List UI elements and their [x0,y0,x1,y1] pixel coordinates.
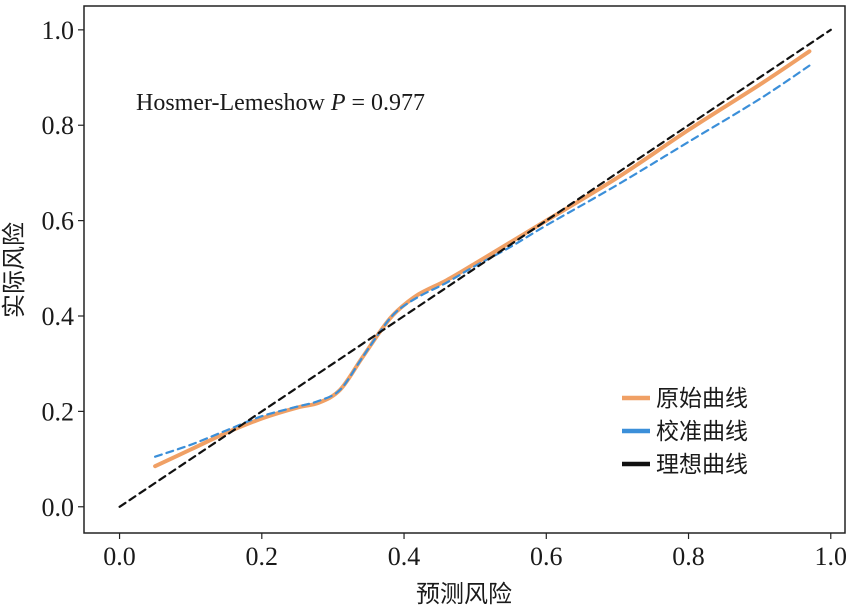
annotation-p-value: = 0.977 [345,90,425,116]
y-axis: 0.0 0.2 0.4 0.6 0.8 1.0 [42,16,84,522]
x-axis: 0.0 0.2 0.4 0.6 0.8 1.0 [103,533,847,571]
legend-label: 原始曲线 [656,386,748,412]
x-tick-label: 0.4 [388,542,421,571]
y-axis-title: 实际风险 [0,222,28,318]
legend-label: 理想曲线 [656,452,748,478]
plot-frame [83,5,846,534]
series-layer [118,28,832,508]
annotation-p-symbol: P [330,90,346,116]
x-tick-label: 0.8 [672,542,705,571]
y-tick-label: 0.2 [42,397,75,426]
y-tick-label: 0.8 [42,111,75,140]
series-line-ideal [118,28,832,508]
x-tick-label: 0.6 [530,542,563,571]
y-tick-label: 0.0 [42,493,75,522]
y-tick-label: 1.0 [42,16,75,45]
legend-label: 校准曲线 [656,419,748,445]
x-tick-label: 1.0 [815,542,848,571]
annotation-prefix: Hosmer-Lemeshow [136,90,331,116]
hosmer-lemeshow-annotation: Hosmer-Lemeshow P = 0.977 [136,90,425,116]
y-tick-label: 0.4 [42,302,75,331]
x-axis-title: 预测风险 [416,580,512,608]
x-tick-label: 0.2 [246,542,279,571]
x-tick-label: 0.0 [103,542,136,571]
y-tick-label: 0.6 [42,207,75,236]
series-line-calibrated [154,64,811,458]
